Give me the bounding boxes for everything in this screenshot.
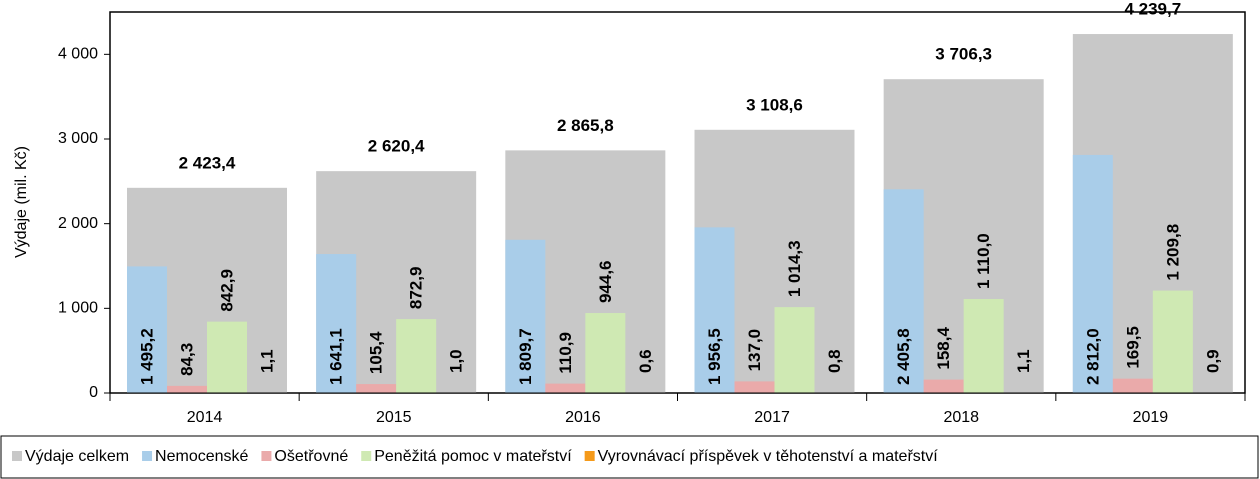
data-label: 1,0 [447,349,466,373]
data-label: 1 110,0 [974,233,993,289]
x-tick-label: 2017 [754,409,790,426]
y-tick-label: 4 000 [58,46,98,63]
bar [694,227,735,393]
data-label: 1,1 [257,349,276,373]
bar [316,254,357,393]
legend-swatch [142,451,153,461]
bar [963,299,1004,393]
data-label: 1,1 [1014,349,1033,373]
legend-box [0,435,1259,479]
legend-label: Ošetřovné [274,448,348,465]
bar [127,266,167,393]
legend-swatch [361,451,372,461]
data-label: 110,9 [556,332,575,374]
bar [207,321,247,393]
data-label: 2 423,4 [179,153,236,172]
bar [1152,290,1193,393]
legend-swatch [584,451,595,461]
bar [545,383,586,393]
data-label: 1 641,1 [327,328,346,385]
data-label: 0,8 [825,349,844,373]
bar [396,319,437,393]
data-label: 1 956,5 [705,328,724,385]
bar [585,313,626,393]
legend-label: Peněžitá pomoc v mateřství [374,448,572,465]
y-tick-label: 1 000 [58,300,98,317]
plot-area [109,11,1246,394]
bar [883,189,924,393]
data-label: 169,5 [1123,326,1142,369]
bar [774,307,815,393]
data-label: 3 108,6 [746,95,803,114]
legend-swatch [261,451,272,461]
data-label: 4 239,7 [1124,0,1181,19]
x-tick-label: 2018 [943,409,979,426]
data-label: 0,6 [636,349,655,373]
x-tick-label: 2014 [187,409,223,426]
legend-swatch [12,451,22,461]
y-tick-label: 2 000 [58,215,98,232]
y-axis-label: Výdaje (mil. Kč) [13,146,30,258]
data-label: 1 809,7 [516,328,535,385]
data-label: 2 812,0 [1083,328,1102,385]
bar [505,239,546,393]
y-tick-label: 3 000 [58,130,98,147]
data-label: 158,4 [934,327,953,370]
data-label: 2 620,4 [368,137,425,156]
data-label: 1 014,3 [785,240,804,297]
data-label: 944,6 [596,260,615,303]
bar [923,379,964,393]
bar [734,381,775,393]
legend-label: Vyrovnávací příspěvek v těhotenství a ma… [598,448,939,465]
data-label: 3 706,3 [935,45,992,64]
data-label: 105,4 [367,331,386,374]
data-label: 1 495,2 [137,328,156,385]
legend-label: Výdaje celkem [25,448,129,465]
bar [167,385,207,393]
legend-label: Nemocenské [155,448,248,465]
data-label: 2 405,8 [894,328,913,385]
bar [356,384,397,393]
data-label: 0,9 [1203,349,1222,373]
data-label: 842,9 [217,269,236,312]
data-label: 84,3 [177,343,196,376]
x-tick-label: 2015 [376,409,412,426]
data-label: 2 865,8 [557,116,614,135]
y-tick-label: 0 [89,384,98,401]
data-label: 872,9 [407,267,426,310]
x-tick-label: 2016 [565,409,601,426]
data-label: 1 209,8 [1163,224,1182,281]
x-tick-label: 2019 [1133,409,1169,426]
data-label: 137,0 [745,329,764,372]
bar [1112,378,1153,393]
bar [1072,154,1113,393]
